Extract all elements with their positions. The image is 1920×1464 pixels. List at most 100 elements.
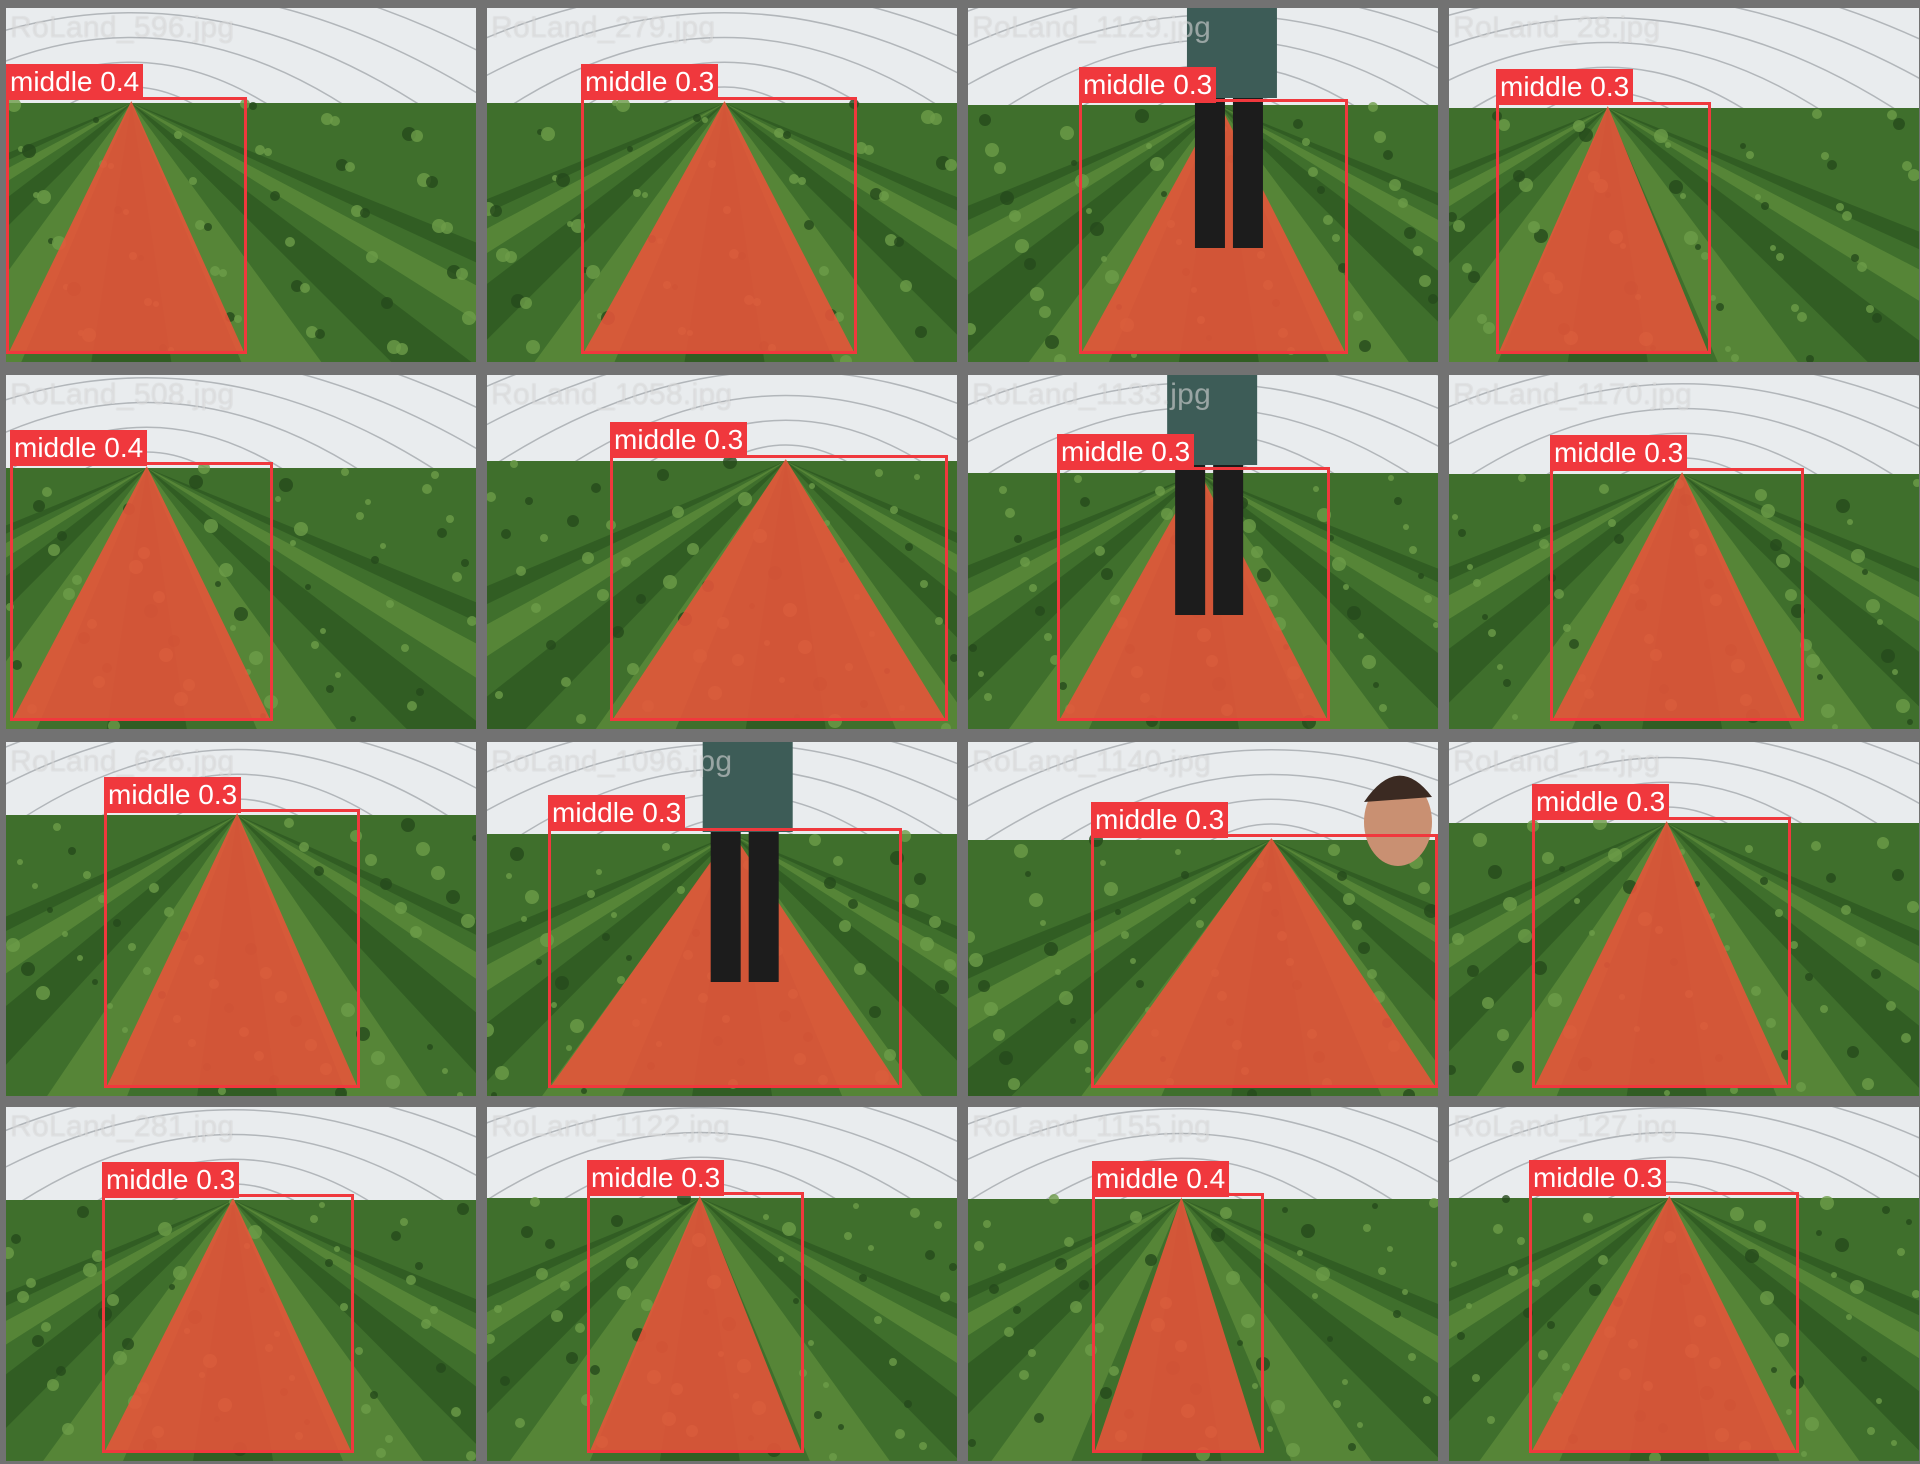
- leaf: [515, 1418, 525, 1428]
- leaf: [506, 873, 512, 879]
- leaf: [1110, 595, 1120, 605]
- leaf: [1317, 186, 1325, 194]
- tunnel-hoop: [1004, 773, 1438, 881]
- leaf: [1861, 1356, 1867, 1362]
- leaf: [1175, 849, 1181, 855]
- leaf: [1518, 929, 1532, 943]
- leaf: [1086, 208, 1092, 214]
- detection-box: [587, 1192, 804, 1453]
- leaf: [1044, 633, 1052, 641]
- leaf: [1797, 312, 1807, 322]
- leaf: [325, 1259, 333, 1267]
- leaf: [617, 1286, 631, 1300]
- greenhouse-photo: [968, 8, 1438, 362]
- tunnel-hoop: [6, 36, 398, 144]
- leaf: [1136, 980, 1144, 988]
- plant-row: [1218, 105, 1409, 362]
- plant-row: [1271, 840, 1438, 917]
- plant-row: [724, 103, 957, 335]
- leaf: [1477, 314, 1487, 324]
- tile-filename: RoLand_626.jpg: [10, 745, 235, 778]
- leaf: [1745, 1249, 1759, 1263]
- greenhouse-photo: [6, 1107, 476, 1461]
- leaf: [1419, 275, 1431, 287]
- leaf: [219, 563, 233, 577]
- leaf: [1387, 1246, 1393, 1252]
- detection-box: [1529, 1192, 1799, 1453]
- leaf: [461, 914, 475, 928]
- greenhouse-photo: [968, 375, 1438, 729]
- leaf: [561, 677, 571, 687]
- tunnel-hoop: [1449, 17, 1919, 127]
- leaf: [633, 189, 641, 197]
- leaf: [1045, 335, 1059, 349]
- leaf: [1075, 174, 1089, 188]
- segmentation-mask: [613, 459, 945, 719]
- leaf: [1771, 1367, 1777, 1373]
- leaf: [874, 1316, 882, 1324]
- plant-row: [968, 473, 1199, 618]
- leaf: [1608, 519, 1616, 527]
- leaf: [582, 552, 594, 564]
- plant-row: [968, 840, 1272, 979]
- leaf: [1342, 1379, 1348, 1385]
- person-leg: [748, 832, 779, 982]
- leaf: [1080, 497, 1090, 507]
- plant-row: [487, 103, 725, 254]
- detection-box: [1079, 99, 1348, 354]
- leaf: [501, 529, 511, 539]
- tile-filename: RoLand_12.jpg: [1453, 745, 1661, 778]
- leaf: [869, 1006, 881, 1018]
- leaf: [1746, 151, 1754, 159]
- leaf: [1790, 941, 1798, 949]
- leaf: [1548, 993, 1562, 1007]
- leaf: [555, 976, 569, 990]
- leaf: [530, 1197, 540, 1207]
- leaf: [1776, 253, 1784, 261]
- leaf: [1035, 606, 1045, 616]
- leaf: [195, 220, 205, 230]
- leaf: [1466, 1303, 1472, 1309]
- leaf: [1806, 355, 1814, 362]
- leaf: [1409, 546, 1417, 554]
- leaf: [1024, 258, 1036, 270]
- leaf: [677, 886, 685, 894]
- leaf: [1449, 212, 1457, 222]
- leaf: [1539, 539, 1549, 549]
- leaf: [1146, 143, 1152, 149]
- tunnel-hoop: [968, 1132, 1438, 1233]
- tunnel-hoop: [1449, 383, 1919, 447]
- leaf: [1070, 1018, 1076, 1024]
- leaf: [899, 830, 911, 842]
- greenhouse-photo: [487, 375, 957, 729]
- leaf: [989, 1284, 999, 1294]
- leaf: [391, 1231, 401, 1241]
- leaf: [1866, 599, 1880, 613]
- leaf: [1892, 669, 1898, 675]
- leaf: [998, 1263, 1006, 1271]
- leaf: [575, 1323, 585, 1333]
- leaf: [910, 1208, 920, 1218]
- leaf: [1497, 1029, 1509, 1041]
- leaf: [1359, 340, 1371, 352]
- plant-row: [968, 1199, 1182, 1299]
- plant-row: [237, 815, 428, 1096]
- leaf: [431, 471, 439, 479]
- leaf: [969, 644, 977, 652]
- leaf: [1518, 474, 1526, 482]
- leaf: [248, 1225, 262, 1239]
- leaf: [929, 916, 941, 928]
- segmentation-mask: [590, 1196, 801, 1451]
- tunnel-hoop: [1449, 41, 1875, 149]
- tile-3: RoLand_1129.jpg middle 0.3: [968, 8, 1438, 362]
- leaf: [1358, 633, 1364, 639]
- leaf: [1074, 1040, 1088, 1054]
- leaf: [421, 1319, 431, 1329]
- leaf: [1785, 589, 1797, 601]
- leaf: [809, 834, 821, 846]
- leaf: [1424, 595, 1432, 603]
- leaf: [189, 177, 197, 185]
- leaf: [1538, 1350, 1548, 1360]
- leaf: [1589, 930, 1595, 936]
- leaf: [1821, 704, 1835, 718]
